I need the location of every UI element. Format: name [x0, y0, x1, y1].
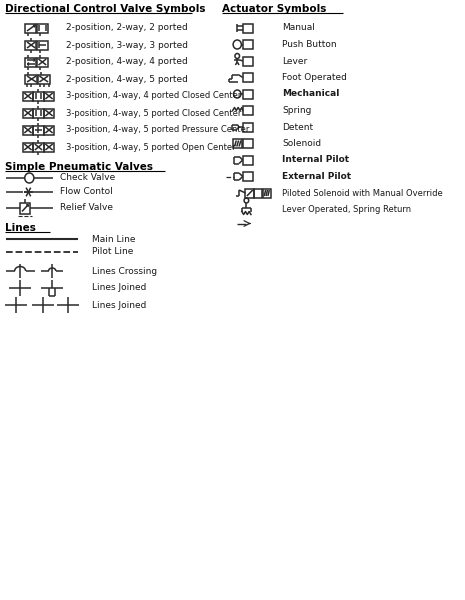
Bar	[33, 125, 44, 134]
Bar	[232, 139, 242, 148]
Bar	[243, 155, 253, 164]
Bar	[25, 74, 37, 83]
Bar	[38, 74, 50, 83]
Text: 3-position, 4-way, 5 ported Closed Center: 3-position, 4-way, 5 ported Closed Cente…	[66, 109, 241, 118]
Bar	[246, 188, 254, 197]
Bar	[37, 40, 48, 49]
Text: Mechanical: Mechanical	[282, 89, 339, 98]
Text: Simple Pneumatic Valves: Simple Pneumatic Valves	[5, 162, 153, 172]
Text: Pilot Line: Pilot Line	[92, 247, 133, 257]
Bar	[243, 56, 253, 65]
Bar	[243, 106, 253, 115]
Bar	[243, 122, 253, 131]
Text: Foot Operated: Foot Operated	[282, 73, 347, 82]
Bar	[25, 23, 36, 32]
Text: Actuator Symbols: Actuator Symbols	[222, 4, 326, 14]
Bar	[44, 125, 54, 134]
Text: 2-position, 2-way, 2 ported: 2-position, 2-way, 2 ported	[66, 23, 188, 32]
Text: Lines: Lines	[5, 223, 35, 233]
Text: Spring: Spring	[282, 106, 312, 115]
Text: Directional Control Valve Symbols: Directional Control Valve Symbols	[5, 4, 205, 14]
Text: 2-position, 3-way, 3 ported: 2-position, 3-way, 3 ported	[66, 40, 188, 49]
Bar	[243, 73, 253, 82]
Bar	[243, 172, 253, 181]
Bar	[243, 139, 253, 148]
Bar	[25, 40, 36, 49]
Text: 3-position, 4-way, 5 ported Pressure Center: 3-position, 4-way, 5 ported Pressure Cen…	[66, 125, 249, 134]
Bar	[44, 91, 54, 100]
Text: Internal Pilot: Internal Pilot	[282, 155, 349, 164]
Bar	[20, 202, 30, 214]
Bar	[23, 142, 33, 151]
Text: Check Valve: Check Valve	[60, 173, 115, 182]
Bar	[25, 58, 36, 67]
Text: Lever: Lever	[282, 56, 307, 65]
Bar	[37, 58, 48, 67]
Bar	[23, 125, 33, 134]
Bar	[254, 188, 262, 197]
Text: Main Line: Main Line	[92, 235, 135, 244]
Text: Lines Joined: Lines Joined	[92, 283, 146, 292]
Text: External Pilot: External Pilot	[282, 172, 351, 181]
Bar	[263, 188, 271, 197]
Text: Solenoid: Solenoid	[282, 139, 321, 148]
Text: Flow Contol: Flow Contol	[60, 187, 112, 196]
Text: Manual: Manual	[282, 23, 315, 32]
Text: Detent: Detent	[282, 122, 313, 131]
Text: 2-position, 4-way, 4 ported: 2-position, 4-way, 4 ported	[66, 58, 188, 67]
Text: Piloted Solenoid with Manual Override: Piloted Solenoid with Manual Override	[282, 188, 443, 197]
Text: Push Button: Push Button	[282, 40, 337, 49]
Text: Lines Crossing: Lines Crossing	[92, 266, 157, 275]
Text: Lever Operated, Spring Return: Lever Operated, Spring Return	[282, 205, 411, 214]
Bar	[23, 109, 33, 118]
Bar	[243, 89, 253, 98]
Bar	[37, 23, 48, 32]
Text: 3-position, 4-way, 4 ported Closed Center: 3-position, 4-way, 4 ported Closed Cente…	[66, 91, 241, 100]
Text: Relief Valve: Relief Valve	[60, 203, 113, 212]
Text: 3-position, 4-way, 5 ported Open Center: 3-position, 4-way, 5 ported Open Center	[66, 142, 236, 151]
Bar	[44, 142, 54, 151]
Bar	[33, 142, 44, 151]
Text: Lines Joined: Lines Joined	[92, 301, 146, 310]
Bar	[33, 91, 44, 100]
Bar	[243, 40, 253, 49]
Bar	[243, 23, 253, 32]
Bar	[33, 109, 44, 118]
Bar	[23, 91, 33, 100]
Text: 2-position, 4-way, 5 ported: 2-position, 4-way, 5 ported	[66, 74, 188, 83]
Bar	[44, 109, 54, 118]
